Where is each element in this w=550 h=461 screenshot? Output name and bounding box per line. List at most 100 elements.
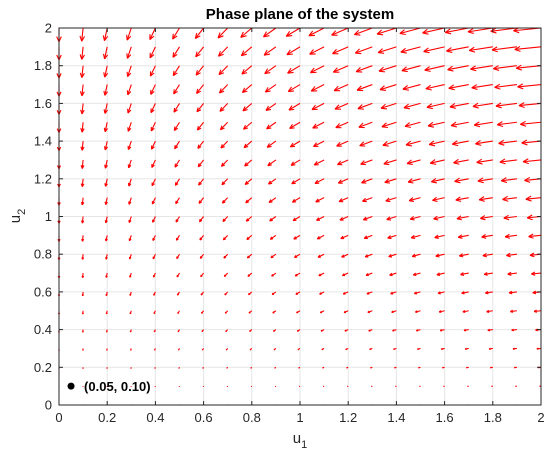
vector-arrow: [175, 216, 180, 223]
vector-arrow: [103, 103, 109, 114]
y-tick-label: 2: [45, 21, 52, 36]
vector-arrow: [472, 102, 493, 109]
vector-arrow: [127, 178, 132, 187]
vector-arrow: [176, 253, 180, 260]
vector-arrow: [461, 291, 469, 295]
vector-arrow: [502, 195, 517, 202]
vector-arrow: [263, 46, 277, 56]
vector-arrow: [433, 215, 445, 221]
vector-arrow: [447, 65, 469, 72]
vector-arrow: [408, 197, 421, 203]
vector-arrow: [380, 102, 397, 110]
vector-arrow: [220, 159, 229, 167]
vector-arrow: [268, 197, 277, 204]
vector-arrow: [152, 253, 156, 260]
y-axis-label: u2: [7, 209, 28, 223]
vector-arrow: [364, 253, 373, 258]
vector-arrow: [267, 159, 277, 167]
vector-arrow: [176, 272, 180, 278]
vector-arrow: [500, 177, 517, 184]
vector-arrow: [354, 46, 373, 55]
vector-arrow: [226, 366, 229, 369]
vector-arrow: [219, 121, 229, 131]
vector-arrow: [199, 235, 205, 241]
y-tick-label: 0.8: [34, 247, 52, 262]
vector-arrow: [173, 103, 180, 113]
vector-arrow: [473, 121, 493, 128]
vector-arrow: [266, 140, 277, 148]
vector-arrow: [80, 122, 85, 133]
vector-arrow: [464, 347, 469, 350]
vector-arrow: [355, 65, 373, 73]
vector-arrow: [406, 159, 421, 166]
vector-arrow: [470, 65, 493, 72]
vector-arrow: [246, 253, 253, 259]
vector-arrow: [312, 121, 325, 129]
vector-arrow: [338, 197, 349, 203]
vector-arrow: [344, 329, 349, 332]
x-tick-label: 1.4: [387, 410, 405, 425]
x-axis-label-main: u: [293, 430, 301, 447]
vector-arrow: [292, 216, 301, 222]
vector-arrow: [266, 121, 277, 130]
vector-arrow: [245, 197, 253, 204]
vector-arrow: [225, 348, 229, 351]
vector-arrow: [423, 46, 445, 54]
y-tick-label: 1: [45, 209, 52, 224]
vector-arrow: [127, 140, 132, 150]
vector-arrow: [104, 197, 108, 205]
x-tick-label: 1.2: [339, 410, 357, 425]
vector-arrow: [466, 366, 469, 369]
vector-arrow: [376, 27, 397, 36]
vector-arrow: [105, 254, 108, 260]
vector-arrow: [439, 329, 445, 332]
vector-arrow: [249, 348, 253, 351]
marked-point-group: (0.05, 0.10): [67, 379, 151, 394]
vector-arrow: [289, 121, 301, 130]
vector-arrow: [522, 158, 542, 165]
vector-arrow: [151, 159, 156, 168]
vector-arrow: [457, 234, 469, 239]
vector-arrow: [199, 253, 205, 259]
vector-arrow: [196, 121, 205, 131]
vector-arrow: [105, 329, 108, 333]
vector-arrow: [105, 291, 108, 297]
vector-arrow: [198, 178, 205, 186]
vector-arrow: [358, 121, 373, 129]
y-axis-label-main: u: [7, 215, 24, 223]
vector-arrow: [172, 27, 180, 40]
vector-arrow: [244, 178, 253, 185]
vector-arrow: [271, 272, 277, 277]
vector-arrow: [270, 253, 277, 259]
vector-arrow: [172, 46, 180, 58]
vector-arrow: [436, 272, 445, 276]
vector-arrow: [463, 328, 469, 332]
vector-arrow: [153, 291, 156, 296]
vector-arrow: [503, 214, 517, 221]
vector-arrow: [79, 27, 85, 42]
vector-arrow: [383, 159, 397, 166]
vector-arrow: [150, 103, 156, 114]
vector-arrow: [198, 197, 205, 204]
vector-arrow: [393, 347, 397, 351]
vector-arrow: [173, 84, 180, 95]
vector-arrow: [424, 65, 445, 72]
vector-arrow: [152, 272, 156, 278]
vector-arrow: [498, 139, 517, 146]
vector-arrow: [488, 347, 493, 350]
vector-arrow: [442, 366, 445, 369]
vector-arrow: [129, 310, 132, 315]
vector-arrow: [340, 234, 349, 240]
y-tick-labels: 0 0.2 0.4 0.6 0.8 1 1.2 1.4 1.6 1.8 2: [34, 21, 52, 413]
vector-arrow: [483, 271, 493, 276]
vector-arrow: [178, 367, 180, 369]
vector-arrow: [249, 329, 253, 333]
vector-arrow: [520, 120, 542, 127]
x-tick-label: 0.2: [98, 410, 116, 425]
vector-arrow: [369, 347, 373, 351]
vector-arrow: [455, 196, 469, 202]
vector-arrow: [391, 310, 397, 314]
vector-arrow: [385, 197, 397, 203]
vector-arrow: [332, 65, 349, 73]
vector-arrow: [130, 348, 132, 351]
